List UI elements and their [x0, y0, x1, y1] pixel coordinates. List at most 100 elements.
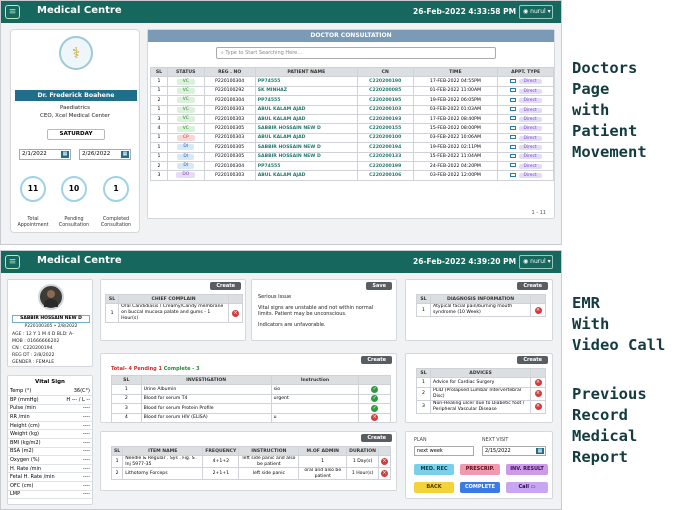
check-icon[interactable]: ✓ — [371, 386, 379, 394]
appt-type-badge[interactable]: Direct — [518, 163, 542, 169]
delete-icon[interactable]: × — [534, 403, 542, 411]
vital-value[interactable]: ---- — [61, 429, 92, 440]
cell-patient-name[interactable]: ABUL KALAM AJAD — [254, 104, 358, 115]
appt-type-badge[interactable]: Direct — [518, 79, 542, 85]
table-row[interactable]: 2 DI P220100304 PP74555 C220200199 24-FEB-202… — [150, 160, 554, 172]
monitor-icon[interactable] — [509, 153, 516, 158]
vital-value[interactable]: ---- — [61, 447, 92, 457]
patient-gender: GENDER : FEMALE — [12, 360, 55, 365]
search-input[interactable]: ⌕ Type to Start Searching Here... — [216, 47, 496, 59]
plan-input[interactable]: next week — [414, 446, 474, 456]
appt-type-badge[interactable]: Direct — [518, 154, 542, 160]
complete-button[interactable]: COMPLETE — [460, 482, 500, 493]
vital-value[interactable]: ---- — [61, 438, 92, 448]
cell-patient-name[interactable]: PP74555 — [254, 160, 358, 172]
check-icon[interactable]: ✓ — [371, 395, 379, 403]
monitor-icon[interactable] — [509, 125, 516, 130]
create-advices-button[interactable]: Create — [517, 356, 548, 364]
cell-patient-name[interactable]: ABUL KALAM AJAD — [254, 132, 358, 144]
vital-value[interactable]: ---- — [61, 455, 92, 465]
cell-patient-name[interactable]: ABUL KALAM AJAD — [254, 113, 358, 125]
create-items-button[interactable]: Create — [361, 434, 392, 442]
prescrip-button[interactable]: PRESCRIP. — [460, 464, 500, 475]
monitor-icon[interactable] — [509, 88, 516, 93]
create-diagnosis-button[interactable]: Create — [517, 282, 548, 290]
delete-icon[interactable]: × — [534, 379, 542, 387]
vital-value[interactable]: ---- — [61, 490, 92, 500]
table-row[interactable]: 3 DO P220100303 ABUL KALAM AJAD C220200106 03… — [150, 170, 554, 181]
table-row[interactable]: 2 VC P220100304 PP74555 C220200195 19-FEB-202… — [150, 95, 554, 106]
appt-type-badge[interactable]: Direct — [518, 98, 542, 104]
appt-type-badge[interactable]: Direct — [518, 107, 542, 113]
table-row[interactable]: 1 DI P220100305 SABBIR HOSSAIN NEW D C220200… — [150, 151, 554, 162]
monitor-icon[interactable] — [509, 78, 516, 83]
date-from-field[interactable]: 2/1/2022 ▦ — [19, 149, 71, 160]
user-menu[interactable]: ◉ nurul ▾ — [519, 5, 553, 19]
monitor-icon[interactable] — [509, 144, 516, 149]
plan-label: PLAN — [414, 438, 427, 443]
table-row[interactable]: 1 VC P220100304 PP74555 C220200190 17-FEB-202… — [150, 76, 554, 87]
appt-type-badge[interactable]: Direct — [518, 126, 542, 132]
vital-value[interactable]: ---- — [61, 404, 92, 414]
cell-text: PLID (Prolapsed Lumbar Intervertebral Di… — [430, 386, 532, 401]
calendar-icon[interactable]: ▦ — [61, 151, 69, 158]
clinical-notes-panel[interactable]: Save Serious Issue Vital signs are unsta… — [251, 279, 397, 341]
monitor-icon[interactable] — [509, 172, 516, 177]
cell-patient-name[interactable]: PP74555 — [254, 76, 358, 87]
next-visit-field[interactable]: 2/15/2022 ▦ — [482, 446, 546, 456]
calendar-icon[interactable]: ▦ — [121, 151, 129, 158]
table-row[interactable]: 4 VC P220100305 SABBIR HOSSAIN NEW D C220200… — [150, 123, 554, 134]
cell-patient-name[interactable]: SK MINHAZ — [254, 85, 358, 97]
check-icon[interactable]: ✓ — [371, 404, 379, 412]
cell-cn: C220200103 — [356, 104, 414, 115]
vital-value[interactable]: ---- — [61, 421, 92, 431]
table-row[interactable]: 1 CP P220100303 ABUL KALAM AJAD C220200100 03… — [150, 132, 554, 144]
vital-value[interactable]: ---- — [61, 412, 92, 422]
menu-icon[interactable]: ≡ — [5, 255, 20, 269]
pagination[interactable]: 1 - 11 — [531, 210, 546, 216]
user-menu[interactable]: ◉ nurul ▾ — [519, 255, 553, 269]
cell-patient-name[interactable]: SABBIR HOSSAIN NEW D — [254, 151, 358, 162]
cell-patient-name[interactable]: SABBIR HOSSAIN NEW D — [254, 123, 358, 134]
appt-type-badge[interactable]: Direct — [518, 145, 542, 151]
appt-type-badge[interactable]: Direct — [518, 88, 542, 94]
call-button[interactable]: Call ▭ — [506, 482, 548, 493]
appt-type-badge[interactable]: Direct — [518, 173, 542, 179]
calendar-icon[interactable]: ▦ — [536, 448, 544, 454]
vital-value[interactable]: ---- — [61, 481, 92, 491]
menu-icon[interactable]: ≡ — [5, 5, 20, 19]
table-row[interactable]: 1 DI P220100305 SABBIR HOSSAIN NEW D C220200… — [150, 142, 554, 153]
cell-patient-name[interactable]: ABUL KALAM AJAD — [254, 170, 358, 181]
inv-result-button[interactable]: INV. RESULT — [506, 464, 548, 475]
save-notes-button[interactable]: Save — [366, 282, 392, 290]
med-rec-button[interactable]: MED. REC — [414, 464, 454, 475]
monitor-icon[interactable] — [509, 135, 516, 140]
table-row[interactable]: 1 VC P220100303 ABUL KALAM AJAD C220200103 03… — [150, 104, 554, 115]
delete-icon[interactable]: × — [381, 458, 388, 466]
appt-type-badge[interactable]: Direct — [518, 116, 542, 122]
vital-value[interactable]: H --- / L -- — [61, 395, 92, 405]
cell-sl: 1 — [150, 104, 168, 115]
delete-icon[interactable]: × — [534, 306, 542, 314]
monitor-icon[interactable] — [509, 107, 516, 111]
vital-value[interactable]: ---- — [61, 472, 92, 483]
create-investigation-button[interactable]: Create — [361, 356, 392, 364]
vital-label: Weight (kg) — [8, 429, 62, 440]
delete-icon[interactable]: × — [381, 470, 388, 478]
table-row[interactable]: 3 VC P220100303 ABUL KALAM AJAD C220200193 17… — [150, 113, 554, 125]
monitor-icon[interactable] — [509, 163, 516, 168]
cell-patient-name[interactable]: PP74555 — [254, 95, 358, 106]
table-row[interactable]: 1 VC P220100292 SK MINHAZ C220200085 01-FEB-2… — [150, 85, 554, 97]
back-button[interactable]: BACK — [414, 482, 454, 493]
vital-value[interactable]: 36(C°) — [61, 387, 92, 397]
cell-patient-name[interactable]: SABBIR HOSSAIN NEW D — [254, 142, 358, 153]
date-to-field[interactable]: 2/26/2022 ▦ — [79, 149, 131, 160]
delete-icon[interactable]: × — [232, 309, 240, 317]
delete-icon[interactable]: × — [371, 414, 379, 422]
appt-type-badge[interactable]: Direct — [518, 135, 542, 141]
vital-value[interactable]: ---- — [61, 464, 92, 474]
monitor-icon[interactable] — [509, 97, 516, 102]
create-chief-button[interactable]: Create — [210, 282, 241, 290]
delete-icon[interactable]: × — [534, 390, 542, 398]
monitor-icon[interactable] — [509, 116, 516, 121]
